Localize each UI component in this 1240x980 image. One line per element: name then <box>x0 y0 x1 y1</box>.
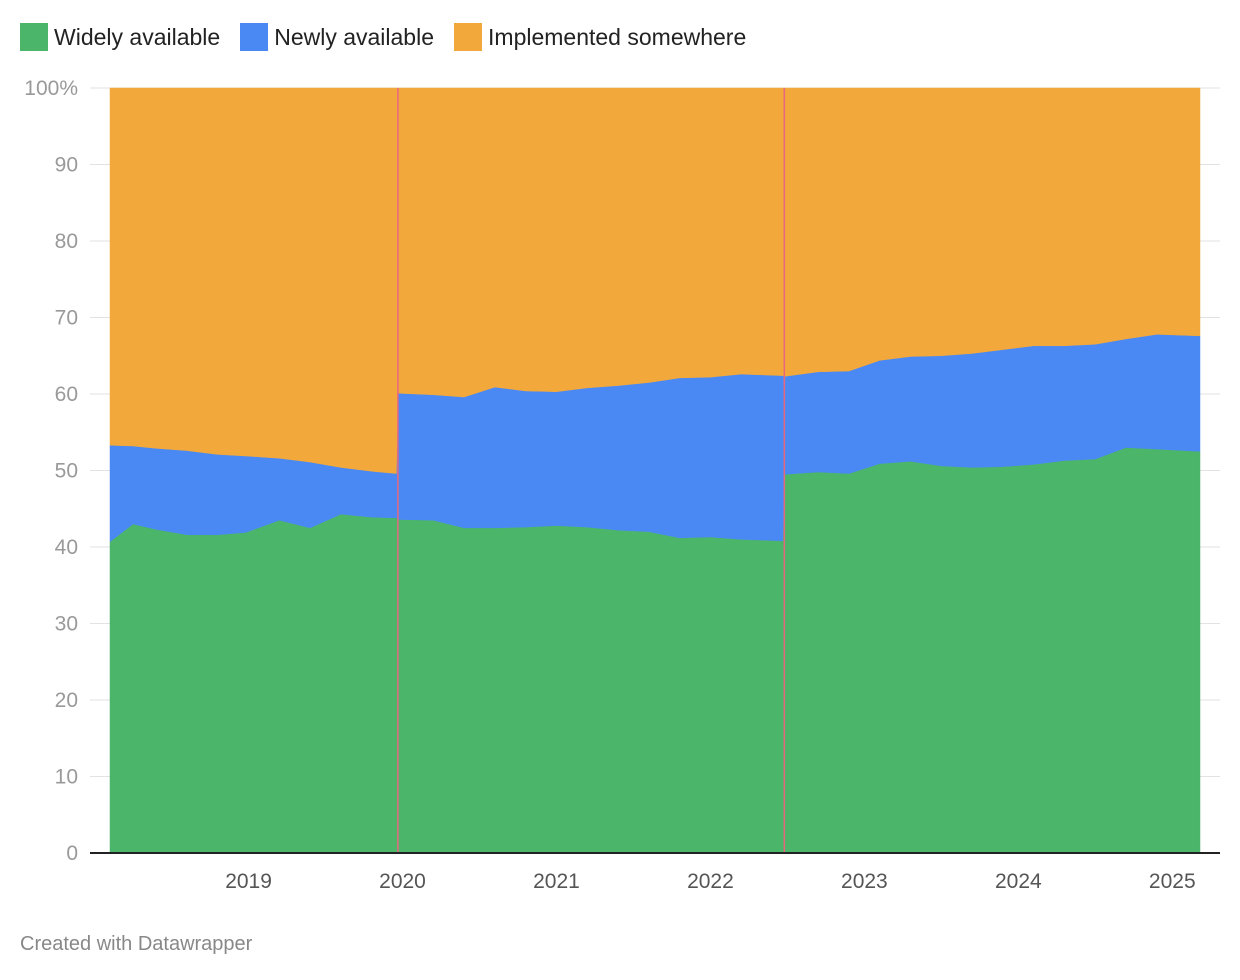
x-tick-label-2023: 2023 <box>841 870 888 893</box>
x-tick-label-2021: 2021 <box>533 870 580 893</box>
y-tick-label-10: 10 <box>55 766 78 789</box>
y-tick-label-90: 90 <box>55 154 78 177</box>
stacked-area-chart: 100% 90 80 70 60 50 40 30 20 10 0 2019 2020 2021 2022… <box>24 77 1220 893</box>
chart-legend: Widely available Newly available Impleme… <box>20 20 766 54</box>
legend-item-newly-available: Newly available <box>240 23 434 51</box>
legend-label-newly-available: Newly available <box>274 23 435 50</box>
area-implemented-somewhere <box>109 87 1201 474</box>
y-tick-label-30: 30 <box>55 613 78 636</box>
legend-swatch-implemented-somewhere <box>454 23 483 51</box>
y-tick-label-100: 100% <box>24 77 78 100</box>
y-tick-label-70: 70 <box>55 307 78 330</box>
legend-item-widely-available: Widely available <box>20 23 220 51</box>
y-tick-label-50: 50 <box>55 460 78 483</box>
x-tick-label-2020: 2020 <box>379 870 426 893</box>
y-tick-label-80: 80 <box>55 230 78 253</box>
marker-lines <box>397 88 786 853</box>
legend-label-implemented-somewhere: Implemented somewhere <box>488 23 747 50</box>
series-areas <box>109 87 1201 854</box>
x-axis-tick-labels: 2019 2020 2021 2022 2023 2024 2025 <box>225 870 1195 893</box>
legend-swatch-widely-available <box>20 23 48 51</box>
y-tick-label-0: 0 <box>66 842 78 865</box>
y-tick-label-40: 40 <box>55 536 78 559</box>
y-axis-tick-labels: 100% 90 80 70 60 50 40 30 20 10 0 <box>24 77 78 865</box>
x-tick-label-2019: 2019 <box>225 870 272 893</box>
x-tick-label-2022: 2022 <box>687 870 734 893</box>
legend-item-implemented-somewhere: Implemented somewhere <box>454 23 746 51</box>
y-tick-label-60: 60 <box>55 383 78 406</box>
footer-credit: Created with Datawrapper <box>20 933 253 955</box>
y-tick-label-20: 20 <box>55 689 78 712</box>
x-tick-label-2025: 2025 <box>1149 870 1196 893</box>
legend-swatch-newly-available <box>240 23 269 51</box>
x-tick-label-2024: 2024 <box>995 870 1042 893</box>
legend-label-widely-available: Widely available <box>54 23 221 50</box>
